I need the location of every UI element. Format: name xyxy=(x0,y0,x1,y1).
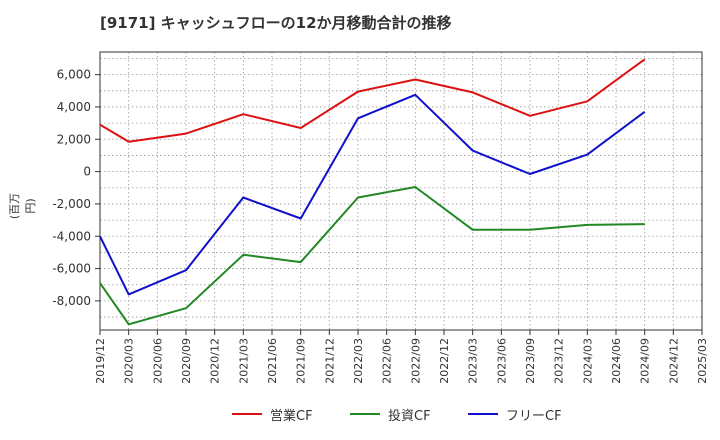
x-tick-label: 2024/03 xyxy=(581,338,594,384)
series-line-営業CF xyxy=(99,58,646,143)
legend-label-operating: 営業CF xyxy=(270,408,313,424)
y-tick-label: -2,000 xyxy=(52,197,91,211)
chart-title: [9171] キャッシュフローの12か月移動合計の推移 xyxy=(100,14,452,32)
legend-swatch-investing xyxy=(350,413,380,415)
x-axis-ticks: 2019/12 2020/03 2020/06 2020/09 2020/12 2021/… xyxy=(94,330,709,384)
y-tick-label: 0 xyxy=(83,165,91,179)
legend-item-investing: 投資CF xyxy=(350,402,431,426)
x-tick-label: 2023/09 xyxy=(524,338,537,384)
series-line-投資CF xyxy=(99,186,645,326)
x-tick-label: 2023/12 xyxy=(553,338,566,384)
legend-label-free: フリーCF xyxy=(506,408,562,424)
legend-swatch-free xyxy=(468,413,498,415)
plot-frame xyxy=(99,51,703,331)
x-tick-label: 2021/09 xyxy=(295,338,308,384)
x-tick-label: 2022/03 xyxy=(352,338,365,384)
x-tick-label: 2023/06 xyxy=(495,338,508,384)
legend-item-free: フリーCF xyxy=(468,402,562,426)
legend-swatch-operating xyxy=(232,413,262,415)
x-tick-label: 2021/06 xyxy=(266,338,279,384)
x-tick-label: 2020/03 xyxy=(123,338,136,384)
grid-lines xyxy=(100,52,702,330)
y-tick-label: -8,000 xyxy=(52,294,91,308)
y-axis-ticks: -8,000 -6,000 -4,000 -2,000 0 2,000 4,000 6,000 xyxy=(52,68,100,308)
y-tick-label: -6,000 xyxy=(52,262,91,276)
x-tick-label: 2024/06 xyxy=(610,338,623,384)
y-tick-label: -4,000 xyxy=(52,229,91,243)
legend-label-investing: 投資CF xyxy=(388,408,431,424)
x-tick-label: 2020/12 xyxy=(209,338,222,384)
x-tick-label: 2024/12 xyxy=(667,338,680,384)
x-tick-label: 2020/06 xyxy=(151,338,164,384)
legend: 営業CF 投資CF フリーCF xyxy=(0,402,720,426)
x-tick-label: 2022/06 xyxy=(381,338,394,384)
x-tick-label: 2024/09 xyxy=(639,338,652,384)
x-tick-label: 2021/03 xyxy=(237,338,250,384)
x-tick-label: 2021/12 xyxy=(323,338,336,384)
y-tick-label: 2,000 xyxy=(57,132,91,146)
x-tick-label: 2022/09 xyxy=(409,338,422,384)
y-tick-label: 6,000 xyxy=(57,68,91,82)
y-tick-label: 4,000 xyxy=(57,100,91,114)
x-tick-label: 2022/12 xyxy=(438,338,451,384)
line-chart: -8,000 -6,000 -4,000 -2,000 0 2,000 4,000 6,000… xyxy=(52,51,709,384)
x-tick-label: 2019/12 xyxy=(94,338,107,384)
series-lines xyxy=(99,58,646,326)
legend-item-operating: 営業CF xyxy=(232,402,313,426)
x-tick-label: 2025/03 xyxy=(696,338,709,384)
x-tick-label: 2023/03 xyxy=(467,338,480,384)
series-line-フリーCF xyxy=(99,93,646,296)
x-tick-label: 2020/09 xyxy=(180,338,193,384)
